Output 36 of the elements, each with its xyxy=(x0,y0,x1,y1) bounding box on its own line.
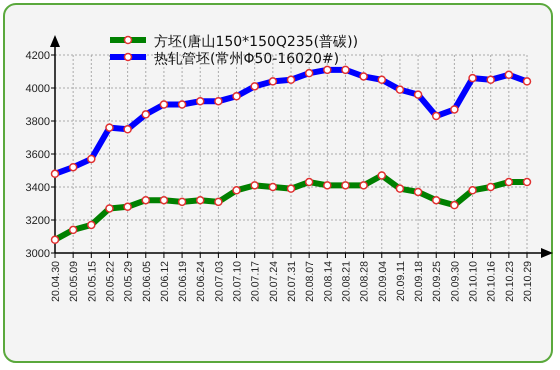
x-tick-label: 20.07.24 xyxy=(268,260,280,302)
x-tick-label: 20.06.12 xyxy=(158,260,171,302)
x-tick-label: 20.06.05 xyxy=(140,260,153,302)
y-tick-label: 3200 xyxy=(26,215,50,227)
x-tick-label: 20.06.24 xyxy=(195,260,208,302)
x-tick-label: 20.10.29 xyxy=(522,260,534,302)
x-tick-label: 20.09.04 xyxy=(376,260,389,302)
legend-label: 热轧管坯(常州Φ50-16020#) xyxy=(154,51,340,67)
x-tick-label: 20.08.07 xyxy=(304,260,316,302)
x-tick-label: 20.06.19 xyxy=(177,260,190,302)
x-tick-label: 20.09.11 xyxy=(394,260,407,302)
y-tick-label: 3800 xyxy=(26,116,50,128)
x-tick-label: 20.10.10 xyxy=(468,260,480,302)
x-tick-label: 20.08.14 xyxy=(322,260,334,302)
legend-label: 方坯(唐山150*150Q235(普碳)) xyxy=(154,33,358,50)
x-tick-label: 20.09.25 xyxy=(431,260,444,302)
y-tick-label: 4200 xyxy=(26,50,50,62)
x-tick-label: 20.09.30 xyxy=(449,260,462,302)
y-tick-label: 3000 xyxy=(26,248,50,260)
y-tick-label: 3600 xyxy=(26,149,50,161)
x-tick-label: 20.08.28 xyxy=(358,260,371,302)
x-tick-label: 20.04.30 xyxy=(50,260,62,302)
x-tick-label: 20.09.18 xyxy=(413,260,426,302)
x-tick-label: 20.05.29 xyxy=(122,260,135,302)
x-tick-label: 20.10.16 xyxy=(486,260,498,302)
x-tick-label: 20.07.17 xyxy=(250,260,262,302)
y-tick-label: 3400 xyxy=(26,182,50,194)
x-tick-label: 20.07.10 xyxy=(232,260,244,302)
x-tick-label: 20.10.23 xyxy=(504,260,516,302)
x-tick-label: 20.08.21 xyxy=(340,260,352,302)
x-tick-label: 20.05.15 xyxy=(86,260,98,302)
x-tick-label: 20.05.09 xyxy=(68,260,80,302)
x-tick-label: 20.07.03 xyxy=(213,260,226,302)
x-tick-label: 20.05.22 xyxy=(104,260,116,302)
x-tick-label: 20.07.31 xyxy=(286,260,298,302)
y-tick-label: 4000 xyxy=(26,83,50,95)
